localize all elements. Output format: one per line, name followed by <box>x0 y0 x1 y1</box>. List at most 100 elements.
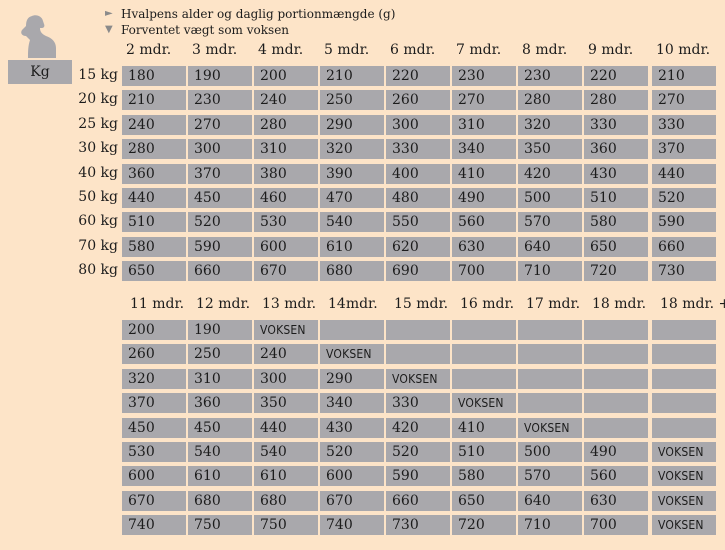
empty-cell <box>652 368 716 389</box>
portion-cell: 240 <box>122 114 186 135</box>
portion-cell: 240 <box>254 90 318 111</box>
portion-cell: 320 <box>320 139 384 160</box>
portion-cell: 710 <box>518 515 582 536</box>
portion-cell: 280 <box>122 139 186 160</box>
adult-marker-cell: VOKSEN <box>452 393 516 414</box>
portion-cell: 370 <box>188 163 252 184</box>
adult-marker-cell: VOKSEN <box>652 515 716 536</box>
weight-label: 30 kg <box>78 140 118 157</box>
portion-cell: 290 <box>320 368 384 389</box>
portion-cell: 450 <box>122 417 186 438</box>
adult-marker-cell: VOKSEN <box>386 368 450 389</box>
portion-cell: 600 <box>122 466 186 487</box>
legend-portion-text: Hvalpens alder og daglig portionmængde (… <box>121 7 396 21</box>
portion-cell: 730 <box>386 515 450 536</box>
empty-cell <box>584 417 648 438</box>
portion-cell: 440 <box>254 417 318 438</box>
portion-cell: 640 <box>518 490 582 511</box>
portion-cell: 310 <box>452 114 516 135</box>
arrow-down-icon: ▼ <box>105 24 113 35</box>
portion-cell: 680 <box>320 261 384 282</box>
empty-cell <box>518 368 582 389</box>
portion-cell: 480 <box>386 188 450 208</box>
portion-cell: 420 <box>518 163 582 184</box>
column-header: 18 mdr. + <box>660 296 725 312</box>
portion-cell: 430 <box>584 163 648 184</box>
column-header: 15 mdr. <box>394 296 449 312</box>
portion-cell: 250 <box>320 90 384 111</box>
portion-cell: 260 <box>122 344 186 365</box>
portion-cell: 740 <box>320 515 384 536</box>
portion-cell: 630 <box>584 490 648 511</box>
adult-marker-cell: VOKSEN <box>320 344 384 365</box>
portion-cell: 720 <box>452 515 516 536</box>
empty-cell <box>452 368 516 389</box>
portion-cell: 300 <box>254 368 318 389</box>
portion-cell: 190 <box>188 320 252 340</box>
portion-cell: 590 <box>386 466 450 487</box>
portion-cell: 630 <box>452 236 516 257</box>
column-header: 8 mdr. <box>522 42 568 58</box>
column-header: 6 mdr. <box>390 42 436 58</box>
portion-cell: 740 <box>122 515 186 536</box>
weight-label: 20 kg <box>78 91 118 108</box>
portion-cell: 200 <box>122 320 186 340</box>
portion-cell: 580 <box>122 236 186 257</box>
portion-cell: 370 <box>652 139 716 160</box>
portion-cell: 450 <box>188 417 252 438</box>
adult-marker-cell: VOKSEN <box>652 490 716 511</box>
arrow-right-icon: ► <box>105 8 113 19</box>
empty-cell <box>652 344 716 365</box>
legend-adult-weight-text: Forventet vægt som voksen <box>121 23 290 37</box>
portion-cell: 460 <box>254 188 318 208</box>
weight-label: 50 kg <box>78 189 118 205</box>
portion-cell: 600 <box>320 466 384 487</box>
adult-marker-cell: VOKSEN <box>652 466 716 487</box>
portion-cell: 210 <box>320 66 384 86</box>
portion-cell: 620 <box>386 236 450 257</box>
empty-cell <box>518 393 582 414</box>
dog-icon <box>21 15 56 58</box>
empty-cell <box>452 320 516 340</box>
empty-cell <box>584 320 648 340</box>
legend-adult-weight: ▼ Forventet vægt som voksen <box>105 22 395 38</box>
portion-cell: 670 <box>122 490 186 511</box>
portion-cell: 330 <box>584 114 648 135</box>
portion-cell: 390 <box>320 163 384 184</box>
portion-cell: 710 <box>518 261 582 282</box>
portion-cell: 410 <box>452 417 516 438</box>
portion-cell: 640 <box>518 236 582 257</box>
empty-cell <box>584 368 648 389</box>
portion-cell: 540 <box>188 442 252 462</box>
portion-cell: 440 <box>122 188 186 208</box>
empty-cell <box>452 344 516 365</box>
portion-cell: 570 <box>518 212 582 233</box>
portion-cell: 520 <box>386 442 450 462</box>
weight-label: 70 kg <box>78 237 118 254</box>
empty-cell <box>518 320 582 340</box>
portion-cell: 280 <box>518 90 582 111</box>
portion-cell: 240 <box>254 344 318 365</box>
portion-cell: 360 <box>122 163 186 184</box>
portion-cell: 360 <box>584 139 648 160</box>
portion-cell: 540 <box>254 442 318 462</box>
portion-cell: 520 <box>320 442 384 462</box>
column-header: 5 mdr. <box>324 42 370 58</box>
portion-cell: 300 <box>188 139 252 160</box>
portion-cell: 510 <box>452 442 516 462</box>
portion-cell: 370 <box>122 393 186 414</box>
portion-cell: 500 <box>518 442 582 462</box>
portion-cell: 330 <box>386 393 450 414</box>
portion-cell: 270 <box>452 90 516 111</box>
portion-cell: 260 <box>386 90 450 111</box>
portion-cell: 680 <box>254 490 318 511</box>
empty-cell <box>652 320 716 340</box>
legend-portion: ► Hvalpens alder og daglig portionmængde… <box>105 6 395 22</box>
portion-cell: 670 <box>254 261 318 282</box>
portion-cell: 410 <box>452 163 516 184</box>
portion-cell: 530 <box>122 442 186 462</box>
portion-cell: 660 <box>652 236 716 257</box>
portion-cell: 440 <box>652 163 716 184</box>
portion-cell: 650 <box>122 261 186 282</box>
weight-label: 60 kg <box>78 213 118 230</box>
